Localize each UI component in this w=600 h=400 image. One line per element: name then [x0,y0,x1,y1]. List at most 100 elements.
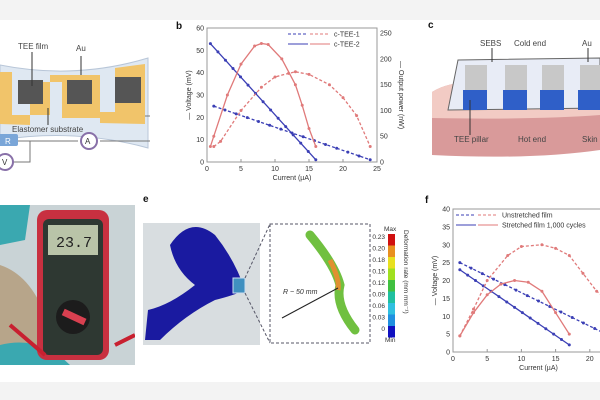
data-point [239,108,243,112]
x-tick-label: 15 [552,356,560,363]
label-au: Au [76,44,86,53]
legend-entry: Unstretched film [502,213,553,220]
data-point [212,134,216,138]
arm [0,265,45,365]
data-point [246,83,250,87]
ammeter-label: A [85,137,91,146]
data-point [301,135,305,139]
plot-frame [206,27,378,163]
colorbar-segment [388,257,395,269]
x-tick-label: 5 [239,166,243,173]
x-tick-label: 0 [205,166,209,173]
legend-entry: c-TEE-2 [334,42,360,49]
data-point [537,299,540,303]
series-line-power [213,71,371,148]
data-point [266,42,270,46]
colorbar: 0.23 0.20 0.18 0.15 0.12 0.09 0.06 0.03 0 [372,234,395,338]
data-point [559,310,563,314]
data-point [536,321,540,325]
resistor [0,134,18,146]
colorbar-segment [388,268,395,280]
colorbar-segment [388,314,395,326]
x-tick-label: 5 [485,356,489,363]
y-axis-label: — Voltage (mV) [432,256,439,305]
data-point [499,282,503,286]
colorbar-segment [388,291,395,303]
data-point [212,145,216,149]
data-point [212,104,216,108]
data-point [223,108,227,112]
y2-tick-label: 100 [380,108,392,115]
y-tick-label: 40 [442,207,450,214]
data-point [357,154,361,158]
top-margin [0,0,600,20]
data-point [567,343,571,347]
data-point [327,83,331,87]
data-point [469,266,473,270]
x-tick-label: 25 [373,166,381,173]
label-hot-end: Hot end [518,135,546,144]
data-point [239,62,243,66]
y2-axis-label: — Output power (nW) [397,61,404,129]
colorbar-tick: 0.20 [372,246,385,253]
colorbar-segment [388,234,395,246]
data-point [268,123,272,127]
colorbar-segment [388,280,395,292]
data-point [526,280,530,284]
data-point [514,288,518,292]
radius-label: R ~ 50 mm [283,289,318,296]
data-point [216,50,220,54]
label-skin: Skin [582,135,598,144]
series-line-power [459,244,600,337]
data-point [480,272,484,276]
series-line-power [209,42,317,147]
data-point [299,141,303,145]
data-point [458,261,462,265]
x-tick-label: 20 [339,166,347,173]
y2-tick-label: 0 [380,160,384,167]
data-point [231,67,235,71]
multimeter-display [48,225,98,255]
data-point [485,279,489,282]
data-point [458,334,462,338]
label-au: Au [582,39,592,48]
data-point [472,311,476,315]
data-point [335,146,339,150]
arm-model [145,227,245,340]
data-point [346,150,350,154]
y2-tick-label: 200 [380,56,392,63]
data-point [368,145,372,149]
y-tick-label: 25 [442,260,450,267]
data-point [593,327,597,331]
x-axis-label: Current (µA) [519,365,558,372]
zoom-box [269,223,371,344]
colorbar-min: Min [385,337,396,344]
colorbar-title: Deformation rate (mm mm⁻¹) [402,230,409,314]
data-point [458,268,462,272]
label-tee-pillar: TEE pillar [454,135,489,144]
data-point [291,133,295,137]
y-tick-label: 30 [196,93,204,100]
x-tick-label: 20 [586,356,594,363]
colorbar-segment [388,245,395,257]
data-point [256,119,260,123]
legend-entry: c-TEE-1 [334,32,360,39]
label-elastomer-substrate: Elastomer substrate [12,125,84,134]
display-reading: 23.7 [56,235,92,252]
data-point [284,125,288,129]
data-point [324,142,328,146]
glove [0,205,30,245]
data-point [466,273,470,277]
label-tee-film: TEE film [18,42,49,51]
panel-letter-b: b [176,21,182,32]
y-tick-label: 10 [196,137,204,144]
y2-tick-label: 250 [380,31,392,38]
data-point [276,116,280,120]
label-cold-end: Cold end [514,39,546,48]
data-point [540,289,544,293]
y-tick-label: 35 [442,224,450,231]
label-sebs: SEBS [480,39,501,48]
data-point [307,72,311,76]
data-point [492,277,496,281]
radius-arrow [281,287,339,319]
